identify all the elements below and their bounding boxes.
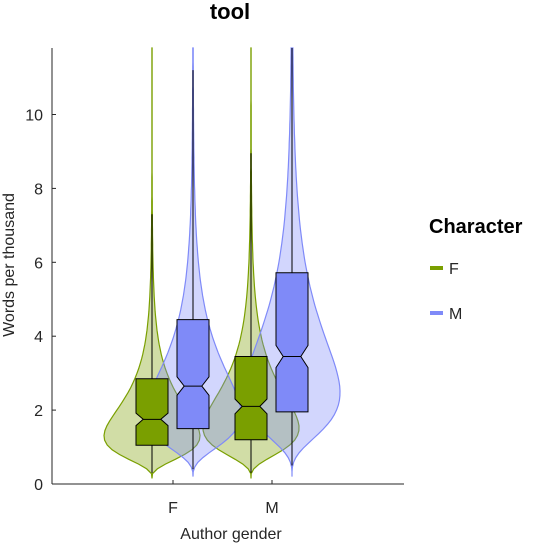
plot-area [103, 47, 341, 479]
y-tick-label: 4 [34, 329, 43, 346]
box-M-M [275, 272, 309, 413]
y-axis-ticks: 0 2 4 6 8 10 [25, 108, 56, 494]
y-tick-label: 6 [34, 255, 43, 272]
box-F-M [234, 356, 268, 441]
chart-title: tool [210, 0, 250, 24]
x-tick-label: F [168, 500, 178, 517]
y-tick-label: 2 [34, 403, 43, 420]
legend-label-M: M [449, 306, 462, 323]
y-axis-label: Words per thousand [1, 193, 18, 337]
legend-title: Character [429, 216, 523, 238]
box-F-F [135, 378, 169, 446]
x-tick-label: M [265, 500, 278, 517]
y-tick-label: 8 [34, 181, 43, 198]
x-axis-label: Author gender [180, 526, 282, 543]
box-M-F [176, 319, 210, 430]
y-tick-label: 0 [34, 477, 43, 494]
legend: Character F M [429, 216, 523, 323]
legend-label-F: F [449, 261, 459, 278]
y-tick-label: 10 [25, 108, 43, 125]
